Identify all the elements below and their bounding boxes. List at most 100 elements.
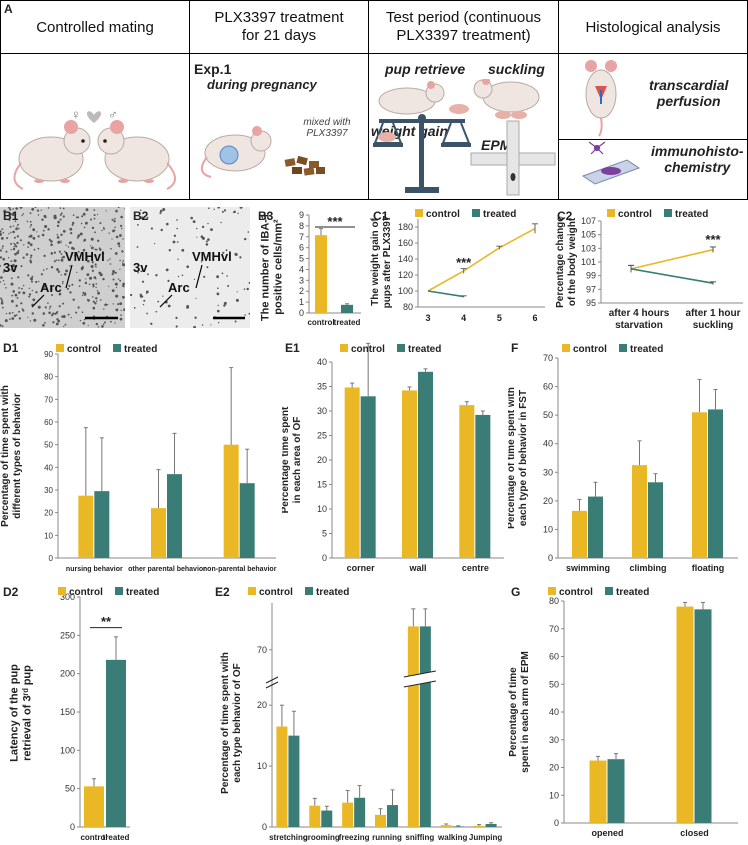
x-tick-label: 6 xyxy=(532,313,537,323)
microglia-dot xyxy=(213,208,215,210)
microglia-dot xyxy=(1,228,4,230)
panel-label-f: F xyxy=(511,341,519,355)
x-tick-label: nursing behavior xyxy=(66,566,123,573)
transcardial-line2: perfusion xyxy=(656,93,721,109)
microglia-dot xyxy=(145,290,149,294)
microglia-dot xyxy=(52,321,55,324)
microglia-dot xyxy=(74,254,77,257)
bar-treated xyxy=(106,659,126,827)
microglia-dot xyxy=(93,214,96,217)
legend-label-treated: treated xyxy=(483,209,516,220)
microglia-dot xyxy=(28,235,31,238)
x-tick-label: suckling xyxy=(693,320,734,331)
microglia-dot xyxy=(18,287,20,289)
y-tick-label: 100 xyxy=(398,286,413,296)
microglia-dot xyxy=(30,277,33,281)
microglia-dot xyxy=(97,326,100,328)
axis-label: positive cells/mm² xyxy=(273,219,285,315)
microglia-dot xyxy=(16,251,20,255)
x-tick-label: treated xyxy=(103,833,130,842)
microglia-dot xyxy=(27,274,30,277)
transcardial-label: transcardial perfusion xyxy=(649,77,728,109)
microglia-dot xyxy=(62,315,66,318)
microglia-dot xyxy=(155,310,158,313)
chart-c1: 80 100 120 140 160 180 3 4 5 6 *** The weight gain … xyxy=(370,209,545,323)
microglia-dot xyxy=(50,288,53,291)
bar-treated xyxy=(452,826,464,827)
axis-label: The number of IBA-1 xyxy=(260,213,272,321)
arrow-icon xyxy=(159,294,173,308)
x-tick-label: control xyxy=(307,318,334,327)
microglia-dot xyxy=(75,216,78,219)
microglia-dot xyxy=(155,274,158,277)
y-tick-label: 50 xyxy=(44,441,53,450)
microglia-dot xyxy=(92,306,96,310)
y-tick-label: 20 xyxy=(543,496,553,506)
col-header-plx-line2: for 21 days xyxy=(241,27,317,44)
y-tick-label: 0 xyxy=(299,308,304,318)
microglia-dot xyxy=(239,207,243,209)
microglia-dot xyxy=(60,233,63,236)
legend-label-control: control xyxy=(426,209,460,220)
bar-treated xyxy=(419,626,431,827)
microglia-dot xyxy=(66,287,69,290)
axis-label: Latency of the pup xyxy=(9,664,21,762)
y-tick-label: 150 xyxy=(60,707,75,717)
microglia-dot xyxy=(2,271,5,273)
microglia-dot xyxy=(37,305,41,309)
microglia-dot xyxy=(216,292,220,296)
microglia-dot xyxy=(90,245,92,247)
column-divider xyxy=(189,1,190,199)
y-tick-label: 15 xyxy=(317,480,327,490)
microglia-dot xyxy=(95,297,98,300)
microglia-dot xyxy=(176,241,179,243)
microglia-dot xyxy=(53,214,57,218)
microglia-dot xyxy=(87,299,90,302)
microglia-dot xyxy=(10,231,12,234)
microglia-dot xyxy=(17,276,20,279)
microglia-dot xyxy=(69,265,71,267)
microglia-dot xyxy=(29,226,31,228)
microglia-dot xyxy=(22,291,26,295)
microglia-dot xyxy=(56,311,59,313)
microglia-dot xyxy=(63,325,65,328)
microglia-dot xyxy=(114,271,117,274)
microglia-dot xyxy=(159,212,162,215)
microglia-dot xyxy=(21,214,23,217)
bar-treated xyxy=(239,483,255,558)
microglia-dot xyxy=(104,321,106,324)
microglia-dot xyxy=(15,227,18,231)
microglia-dot xyxy=(99,222,102,224)
epm-maze-icon xyxy=(470,120,556,196)
col-header-histology: Histological analysis xyxy=(585,19,721,36)
microglia-dot xyxy=(122,282,125,286)
microglia-dot xyxy=(101,229,103,232)
microglia-dot xyxy=(22,284,25,287)
microglia-dot xyxy=(139,293,142,296)
arrow-icon xyxy=(195,264,203,289)
microglia-dot xyxy=(104,303,107,307)
microglia-dot xyxy=(96,290,99,292)
microglia-dot xyxy=(0,264,1,267)
label-3v: 3v xyxy=(133,260,148,275)
microglia-dot xyxy=(82,212,86,216)
axis-label: Percentage of time spent with xyxy=(508,387,517,529)
microglia-dot xyxy=(77,306,80,309)
microglia-dot xyxy=(27,253,29,255)
bar-control xyxy=(344,387,360,558)
microglia-dot xyxy=(162,208,166,211)
microglia-dot xyxy=(8,312,11,315)
bar-control xyxy=(692,412,707,558)
axis-label: different types of behavior xyxy=(12,393,23,519)
microglia-dot xyxy=(122,262,124,264)
pregnant-mouse-illustration xyxy=(200,126,325,178)
male-symbol-icon: ♂ xyxy=(108,107,118,122)
microglia-dot xyxy=(42,269,45,271)
microglia-dot xyxy=(12,247,16,251)
microglia-dot xyxy=(139,295,143,298)
microglia-dot xyxy=(57,259,60,262)
microglia-dot xyxy=(59,218,62,221)
micrograph-b2: B2 3v Arc VMHvl xyxy=(130,207,250,328)
y-tick-label: 9 xyxy=(299,210,304,220)
bar-treated xyxy=(648,482,663,558)
